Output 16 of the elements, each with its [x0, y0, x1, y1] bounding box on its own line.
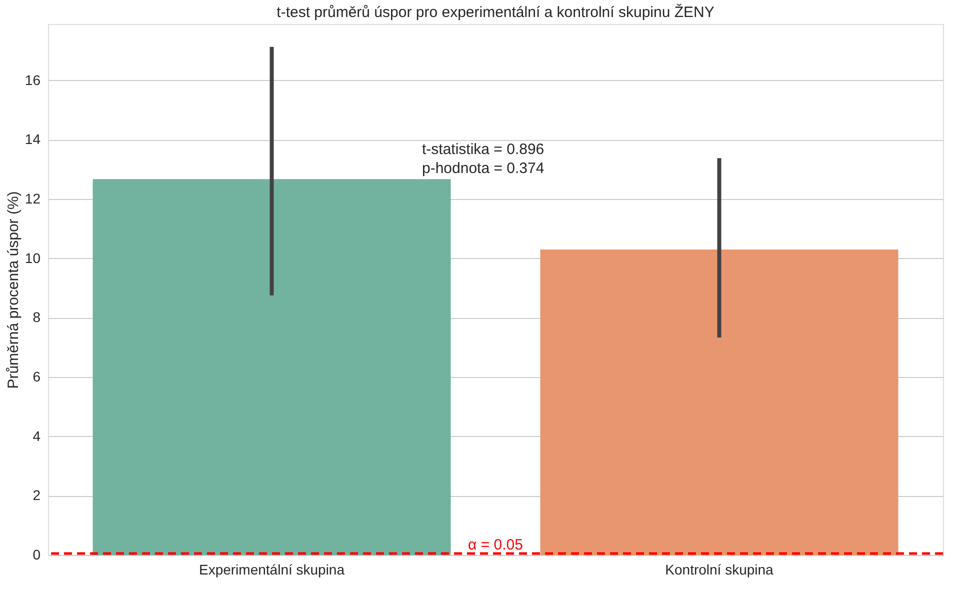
- annotation: p-hodnota = 0.374: [422, 160, 544, 177]
- y-tick-label: 10: [24, 250, 41, 266]
- y-tick-label: 12: [24, 190, 41, 207]
- x-tick-label: Kontrolní skupina: [665, 562, 774, 578]
- ref-line-label: α = 0.05: [468, 536, 523, 554]
- y-tick-label: 0: [32, 546, 41, 562]
- chart-title: t-test průměrů úspor pro experimentální a kontrolní skupinu ŽENY: [276, 3, 714, 21]
- y-axis-title: Průměrná procenta úspor (%): [4, 191, 22, 389]
- y-tick-label: 4: [32, 428, 41, 444]
- annotation: t-statistika = 0.896: [422, 141, 544, 158]
- y-tick-label: 14: [24, 131, 41, 148]
- y-tick-label: 16: [24, 72, 41, 88]
- y-tick-label: 8: [32, 309, 41, 326]
- y-tick-label: 6: [32, 368, 41, 385]
- x-tick-label: Experimentální skupina: [198, 562, 345, 578]
- y-tick-label: 2: [32, 487, 41, 504]
